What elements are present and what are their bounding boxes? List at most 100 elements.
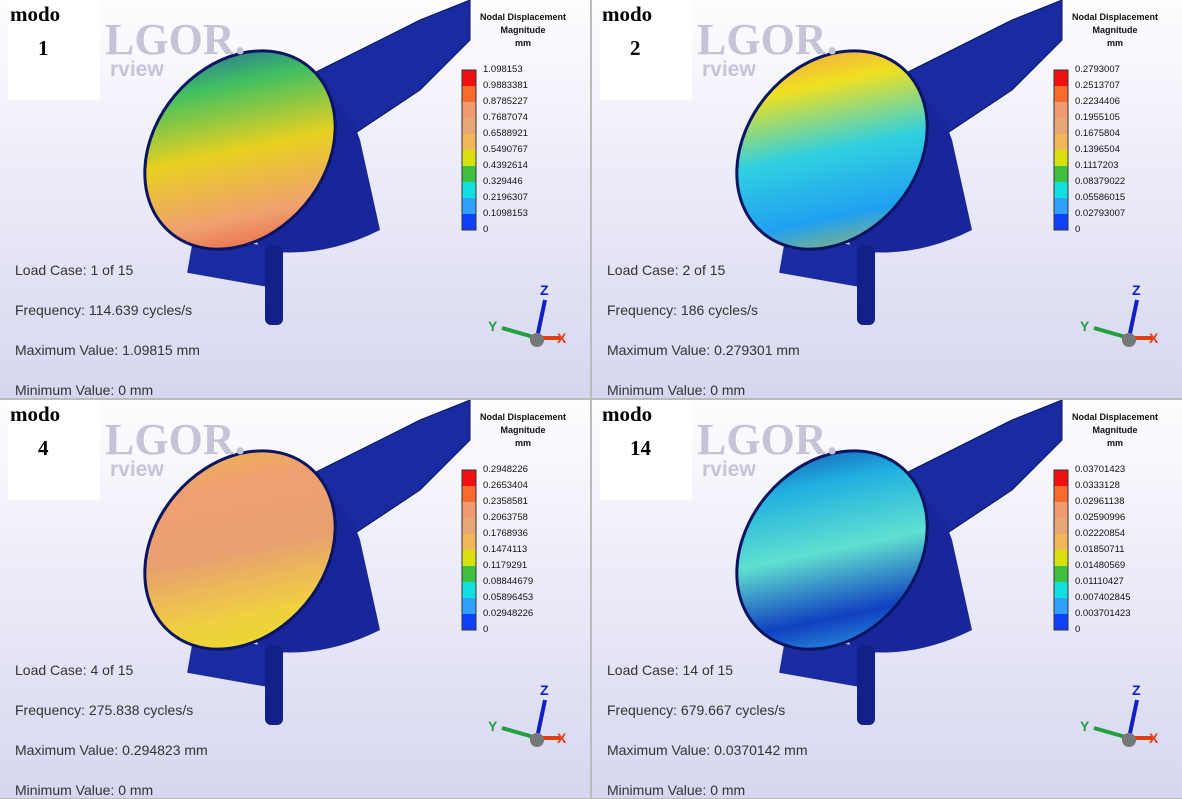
legend-value: 0.1396504 [1075,145,1120,155]
legend-value: 0.5490767 [483,145,528,155]
legend-value: 0.1675804 [1075,129,1120,139]
info-text: Maximum Value: 0.0370142 mm [607,742,808,758]
colorbar-band [1054,118,1068,134]
colorbar-band [1054,134,1068,150]
watermark: rview [702,58,756,82]
mode-number: 2 [630,36,641,61]
legend-value: 0.6588921 [483,129,528,139]
info-text: Frequency: 275.838 cycles/s [15,702,193,718]
axis-z [537,300,545,338]
mount-leg [857,245,875,325]
legend-value: 0 [1075,225,1080,235]
axis-label: X [1149,730,1158,746]
axis-z [1129,300,1137,338]
colorbar-band [1054,566,1068,582]
colorbar-band [462,198,476,214]
legend-value: 0.02961138 [1075,497,1125,507]
legend-value: 0.2948226 [483,465,528,475]
legend-value: 0.2653404 [483,481,528,491]
panel: modo4LGOR.rviewNodal DisplacementMagnitu… [0,400,590,798]
page: {"panels": [ {"mode_label": "modo", "mod… [0,0,1182,799]
legend-title: mm [1050,438,1180,448]
legend-title: Magnitude [458,425,588,435]
axis-label: Y [488,718,497,734]
mode-label: modo [602,2,652,27]
colorbar-band [1054,614,1068,630]
colorbar-band [462,598,476,614]
mode-number: 4 [38,436,49,461]
legend-value: 0.003701423 [1075,609,1130,619]
mount-leg [265,645,283,725]
legend-value: 0.03701423 [1075,465,1125,475]
legend-title: Nodal Displacement [458,412,588,422]
axis-label: X [557,330,566,346]
legend-title: mm [458,438,588,448]
info-text: Minimum Value: 0 mm [15,382,153,398]
legend-value: 0.8785227 [483,97,528,107]
colorbar-band [1054,518,1068,534]
legend-title: Magnitude [1050,25,1180,35]
colorbar-band [1054,166,1068,182]
legend-value: 0.0333128 [1075,481,1120,491]
colorbar-band [462,86,476,102]
colorbar-band [1054,534,1068,550]
legend-value: 0.2196307 [483,193,528,203]
legend-value: 0.05896453 [483,593,533,603]
legend-value: 0.1955105 [1075,113,1120,123]
axis-label: Z [1132,682,1141,698]
legend-title: Nodal Displacement [1050,412,1180,422]
legend-value: 0.1179291 [483,561,527,571]
legend-title: Magnitude [458,25,588,35]
mount-leg [857,645,875,725]
legend-title: Nodal Displacement [1050,12,1180,22]
mode-label: modo [602,402,652,427]
legend-title: Magnitude [1050,425,1180,435]
axis-label: Y [1080,318,1089,334]
colorbar-band [1054,470,1068,486]
axis-label: Y [488,318,497,334]
colorbar-band [462,614,476,630]
legend-value: 0 [483,225,488,235]
legend-value: 0.007402845 [1075,593,1130,603]
colorbar-band [462,150,476,166]
legend-value: 0.2234406 [1075,97,1120,107]
watermark: rview [110,58,164,82]
colorbar-band [462,182,476,198]
colorbar-band [462,550,476,566]
mode-number: 14 [630,436,651,461]
legend-value: 0.329446 [483,177,523,187]
axis-label: X [1149,330,1158,346]
colorbar-band [462,486,476,502]
colorbar-band [462,566,476,582]
legend-value: 0 [1075,625,1080,635]
legend-title: Nodal Displacement [458,12,588,22]
legend-value: 1.098153 [483,65,523,75]
info-text: Maximum Value: 0.279301 mm [607,342,800,358]
legend-value: 0.05586015 [1075,193,1125,203]
colorbar-band [1054,102,1068,118]
colorbar-band [462,102,476,118]
info-text: Load Case: 1 of 15 [15,262,133,278]
colorbar-band [1054,198,1068,214]
info-text: Maximum Value: 0.294823 mm [15,742,208,758]
colorbar-band [462,134,476,150]
colorbar-band [1054,182,1068,198]
colorbar-band [462,70,476,86]
colorbar-band [462,534,476,550]
legend-value: 0.7687074 [483,113,528,123]
mount-leg [265,245,283,325]
info-text: Minimum Value: 0 mm [607,382,745,398]
colorbar-band [1054,550,1068,566]
legend-value: 0.1768936 [483,529,528,539]
legend-value: 0.01110427 [1075,577,1124,587]
legend-value: 0.02220854 [1075,529,1125,539]
legend-value: 0.02793007 [1075,209,1125,219]
info-text: Frequency: 186 cycles/s [607,302,758,318]
panel: modo2LGOR.rviewNodal DisplacementMagnitu… [592,0,1182,398]
legend-value: 0.1474113 [483,545,527,555]
mode-label: modo [10,402,60,427]
axis-label: Z [1132,282,1141,298]
legend-value: 0.1098153 [483,209,528,219]
legend-value: 0.2513707 [1075,81,1120,91]
